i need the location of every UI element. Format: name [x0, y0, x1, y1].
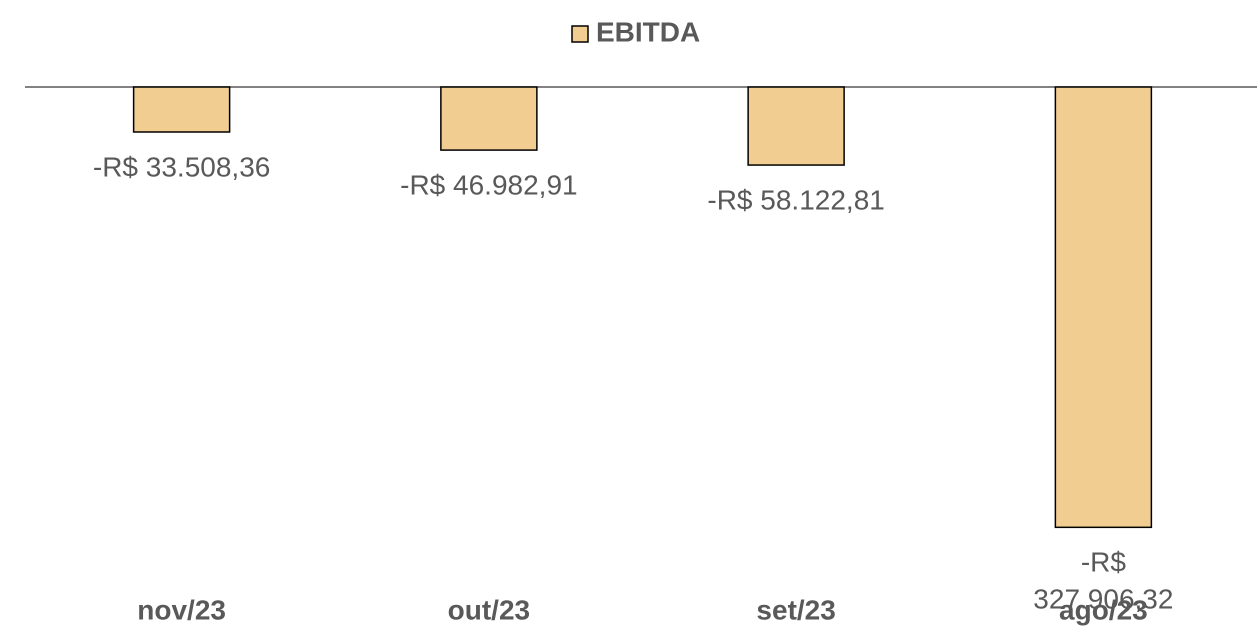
x-tick-label: out/23: [448, 594, 530, 625]
legend-swatch: [571, 25, 589, 43]
data-label: -R$ 33.508,36: [93, 151, 270, 182]
bar: [132, 86, 231, 133]
bar: [1054, 86, 1153, 529]
x-tick-label: set/23: [756, 594, 835, 625]
x-tick-label: nov/23: [137, 594, 226, 625]
bar: [440, 86, 538, 151]
legend-label: EBITDA: [596, 16, 700, 47]
data-label: -R$ 46.982,91: [400, 169, 577, 200]
x-tick-label: ago/23: [1059, 594, 1148, 625]
bar: [747, 86, 845, 166]
data-label: -R$ 58.122,81: [707, 184, 884, 215]
data-label: -R$ 327.906,32: [1033, 547, 1173, 615]
